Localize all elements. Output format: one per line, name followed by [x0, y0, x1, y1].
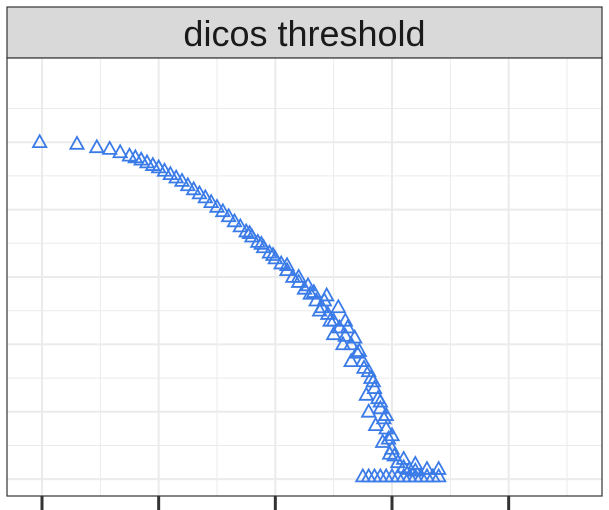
scatter-point [381, 445, 398, 460]
scatter-point [191, 184, 208, 200]
scatter-point [372, 467, 389, 483]
scatter-point [358, 386, 375, 401]
scatter-point [360, 402, 377, 418]
scatter-point [88, 138, 106, 154]
scatter-point [253, 235, 270, 250]
scatter-point [302, 285, 319, 300]
scatter-point [377, 406, 395, 421]
scatter-point [150, 158, 167, 174]
scatter-point [318, 286, 335, 302]
scatter-point [325, 325, 342, 341]
panel-title: dicos threshold [183, 13, 425, 54]
scatter-point [68, 135, 86, 150]
scatter-point [355, 359, 373, 374]
grid-lines [7, 58, 602, 496]
scatter-point [299, 276, 317, 292]
strip-background [6, 6, 603, 59]
scatter-point [241, 224, 258, 240]
scatter-point [278, 256, 296, 272]
scatter-point [261, 243, 278, 259]
scatter-point [226, 212, 243, 228]
scatter-point [383, 426, 401, 442]
scatter-point [351, 342, 368, 357]
scatter-point [237, 222, 255, 238]
scatter-point [395, 450, 412, 465]
scatter-point [167, 168, 185, 184]
data-points [31, 133, 447, 483]
scatter-point [365, 372, 382, 388]
scatter-point [264, 246, 282, 261]
scatter-point [214, 202, 232, 218]
scatter-point [220, 207, 237, 223]
scatter-point [208, 198, 226, 213]
scatter-point [334, 335, 352, 351]
scatter-point [162, 165, 179, 181]
scatter-point [179, 176, 197, 192]
scatter-point [311, 301, 328, 317]
scatter-point [290, 268, 307, 283]
scatter-point [342, 352, 360, 368]
scatter-point [430, 460, 447, 475]
scatter-point [185, 180, 202, 196]
scatter-point [197, 188, 214, 204]
scatter-point [156, 162, 173, 177]
scatter-point [111, 143, 129, 159]
scatter-point [430, 467, 447, 483]
scatter-point [372, 392, 389, 408]
scatter-point [354, 352, 372, 368]
scatter-point [407, 467, 424, 483]
scatter-point [202, 193, 220, 209]
scatter-point [330, 298, 347, 314]
scatter-point [360, 467, 377, 483]
scatter-point [377, 419, 395, 435]
scatter-point [348, 343, 366, 359]
scatter-point [232, 217, 249, 233]
scatter-point [395, 467, 412, 483]
scatter-point [380, 429, 397, 445]
scatter-point [383, 467, 401, 483]
scatter-point [31, 133, 48, 149]
scatter-point [389, 453, 407, 469]
scatter-point [101, 140, 118, 155]
scatter-point [367, 416, 384, 432]
scatter-point [173, 172, 191, 187]
panel-border [6, 57, 603, 497]
x-axis-ticks [40, 496, 511, 510]
scatter-point [418, 467, 436, 483]
scatter-point [346, 328, 363, 344]
scatter-point [374, 433, 391, 448]
scatter-point [296, 279, 313, 295]
scatter-point [337, 311, 354, 327]
scatter-point [321, 311, 339, 327]
scatter-point [249, 233, 267, 248]
scatter-point [418, 460, 436, 475]
